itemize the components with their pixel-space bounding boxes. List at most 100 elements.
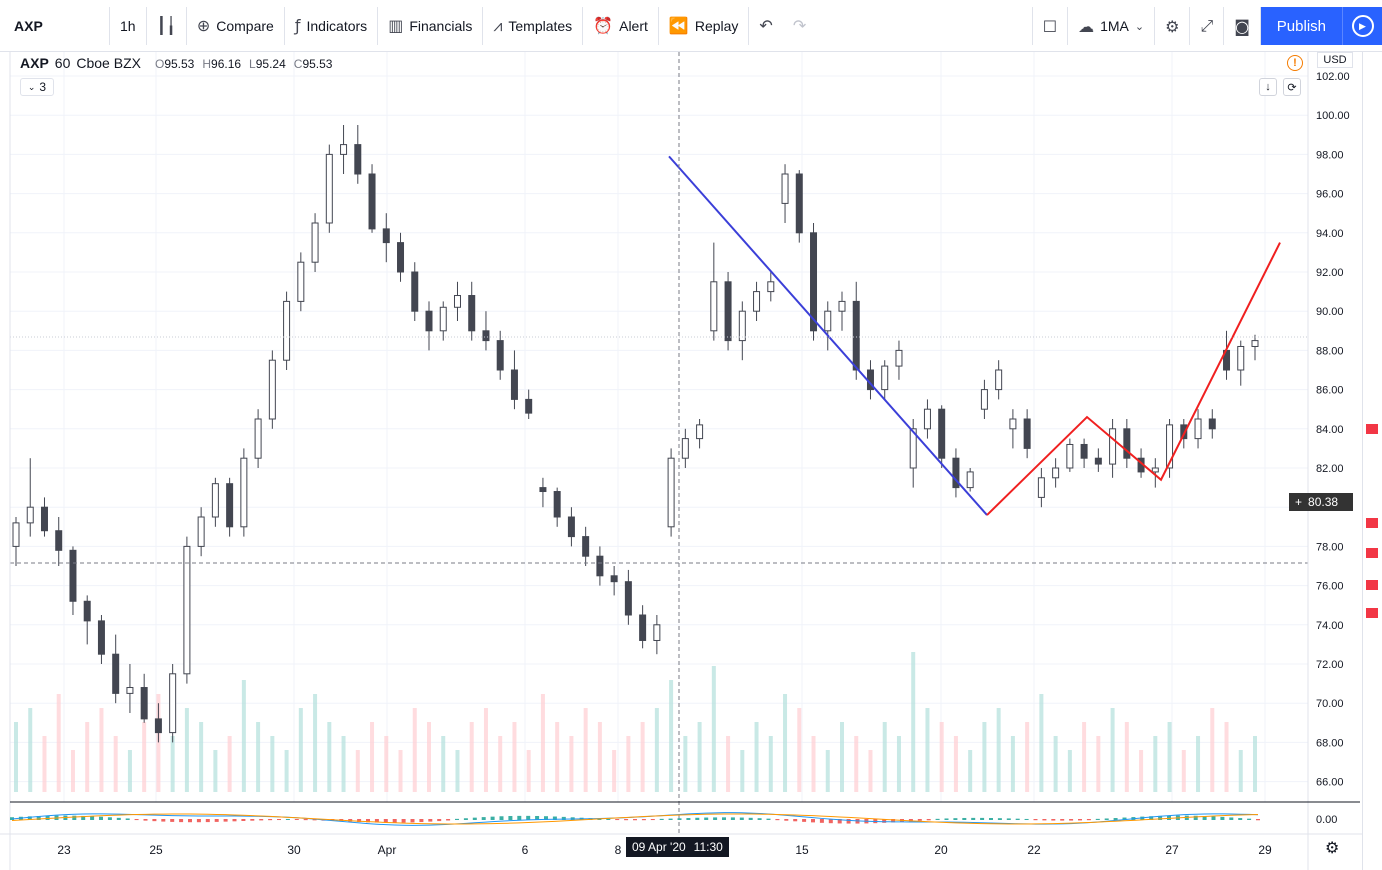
candle-body — [1237, 345, 1245, 371]
symbol-search-button[interactable]: AXP — [0, 6, 110, 45]
osc-histogram-bar — [1015, 818, 1020, 820]
osc-histogram-bar — [1042, 819, 1047, 821]
auto-scale-button[interactable]: ⟳ — [1283, 78, 1301, 96]
volume-bar — [1153, 736, 1158, 792]
settings-button[interactable]: ⚙ — [1155, 7, 1191, 45]
price-tick-label: 88.00 — [1316, 345, 1344, 357]
osc-histogram-bar — [1229, 817, 1234, 820]
volume-bar — [1139, 750, 1144, 792]
candle-body — [696, 424, 704, 440]
price-tick-label: 92.00 — [1316, 267, 1344, 279]
volume-bar — [1082, 722, 1087, 792]
crosshair-date: 09 Apr '20 — [632, 840, 686, 854]
candle-body — [938, 408, 946, 459]
osc-histogram-bar — [1113, 818, 1118, 820]
volume-bar — [754, 722, 759, 792]
osc-histogram-bar — [793, 819, 798, 822]
templates-button[interactable]: ⩘ Templates — [483, 6, 584, 45]
candle-body — [268, 359, 276, 420]
osc-histogram-bar — [437, 819, 442, 822]
currency-label[interactable]: USD — [1317, 52, 1353, 68]
replay-button[interactable]: ⏪ Replay — [659, 6, 750, 45]
layout-label: 1MA — [1100, 18, 1129, 34]
volume-bar — [327, 722, 332, 792]
volume-bar — [1238, 750, 1243, 792]
osc-histogram-bar — [27, 816, 32, 820]
osc-histogram-bar — [926, 819, 931, 821]
volume-bar — [127, 750, 132, 792]
osc-histogram-bar — [819, 819, 824, 823]
undo-button[interactable]: ↶ — [749, 7, 782, 45]
alert-flag-icon[interactable] — [1366, 580, 1378, 590]
volume-bar — [14, 722, 18, 792]
candle-body — [1251, 340, 1259, 347]
volume-bar — [740, 750, 745, 792]
bar-chart-icon: ▥ — [388, 16, 404, 35]
publish-button[interactable]: Publish — [1260, 7, 1342, 45]
alert-flag-icon[interactable] — [1366, 518, 1378, 528]
osc-histogram-bar — [1202, 816, 1207, 820]
volume-bar — [953, 736, 958, 792]
play-button[interactable]: ▶ — [1342, 7, 1382, 45]
alert-flag-icon[interactable] — [1366, 424, 1378, 434]
chart-type-button[interactable]: ┃╽ — [147, 6, 187, 45]
volume-bar — [42, 736, 47, 792]
fullscreen-button[interactable]: ⤢ — [1190, 7, 1225, 45]
osc-histogram-bar — [259, 819, 264, 821]
osc-histogram-bar — [1024, 818, 1029, 820]
legend-close: C95.53 — [293, 57, 333, 71]
osc-histogram-bar — [277, 819, 281, 821]
osc-histogram-bar — [677, 818, 682, 820]
price-chart[interactable]: 102.00 100.00 98.00 96.00 94.00 92.00 90.00 88.… — [0, 52, 1362, 870]
candle-body — [952, 457, 960, 489]
volume-bar — [427, 722, 431, 792]
osc-histogram-bar — [1078, 819, 1082, 821]
alert-flag-icon[interactable] — [1366, 608, 1378, 618]
time-tick-label: 30 — [287, 843, 301, 857]
candles-icon: ┃╽ — [156, 16, 176, 35]
volume-bar — [1224, 722, 1229, 792]
volume-bar — [640, 722, 645, 792]
volume-bar — [540, 694, 545, 792]
legend-collapse-button[interactable]: ⌄ 3 — [20, 78, 54, 96]
cloud-icon: ☁ — [1078, 16, 1095, 36]
chart-area[interactable]: 102.00 100.00 98.00 96.00 94.00 92.00 90.00 88.… — [0, 52, 1362, 870]
alert-flag-icon[interactable] — [1366, 548, 1378, 558]
financials-button[interactable]: ▥ Financials — [378, 6, 484, 45]
plus-icon: + — [1295, 495, 1303, 509]
fullscreen-layout-button[interactable]: ☐ — [1031, 7, 1069, 45]
legend-symbol[interactable]: AXP — [20, 55, 49, 71]
snapshot-button[interactable]: ◙ — [1224, 7, 1261, 45]
interval-label: 1h — [120, 17, 136, 34]
candle-body — [810, 232, 818, 332]
candle-body — [83, 600, 91, 622]
candle-body — [325, 153, 333, 224]
osc-histogram-bar — [99, 816, 103, 820]
volume-bar — [825, 750, 830, 792]
osc-histogram-bar — [1149, 816, 1154, 820]
current-price-tag[interactable]: +80.38 — [1289, 493, 1353, 511]
osc-histogram-bar — [766, 818, 771, 820]
candle-body — [525, 398, 533, 414]
layout-dropdown[interactable]: ☁ 1MA ⌄ — [1068, 7, 1156, 45]
volume-bar — [398, 750, 403, 792]
candle-body — [97, 620, 105, 655]
interval-button[interactable]: 1h — [110, 6, 147, 45]
chart-settings-gear-icon[interactable]: ⚙ — [1325, 838, 1340, 857]
volume-bar — [868, 750, 873, 792]
warning-icon[interactable]: ! — [1287, 55, 1303, 71]
volume-bar — [982, 722, 987, 792]
osc-histogram-bar — [205, 819, 210, 823]
osc-histogram-bar — [446, 819, 451, 821]
osc-histogram-bar — [374, 819, 379, 823]
osc-histogram-bar — [294, 819, 299, 821]
scroll-to-end-button[interactable]: ↓ — [1259, 78, 1277, 96]
osc-histogram-bar — [241, 819, 246, 821]
indicators-button[interactable]: ƒ Indicators — [285, 6, 379, 45]
compare-button[interactable]: ⊕ Compare — [187, 6, 285, 45]
osc-histogram-bar — [971, 817, 976, 820]
osc-histogram-bar — [463, 818, 468, 820]
fx-icon: ƒ — [294, 16, 301, 35]
redo-button[interactable]: ↷ — [783, 7, 816, 45]
alert-button[interactable]: ⏰ Alert — [583, 6, 659, 45]
